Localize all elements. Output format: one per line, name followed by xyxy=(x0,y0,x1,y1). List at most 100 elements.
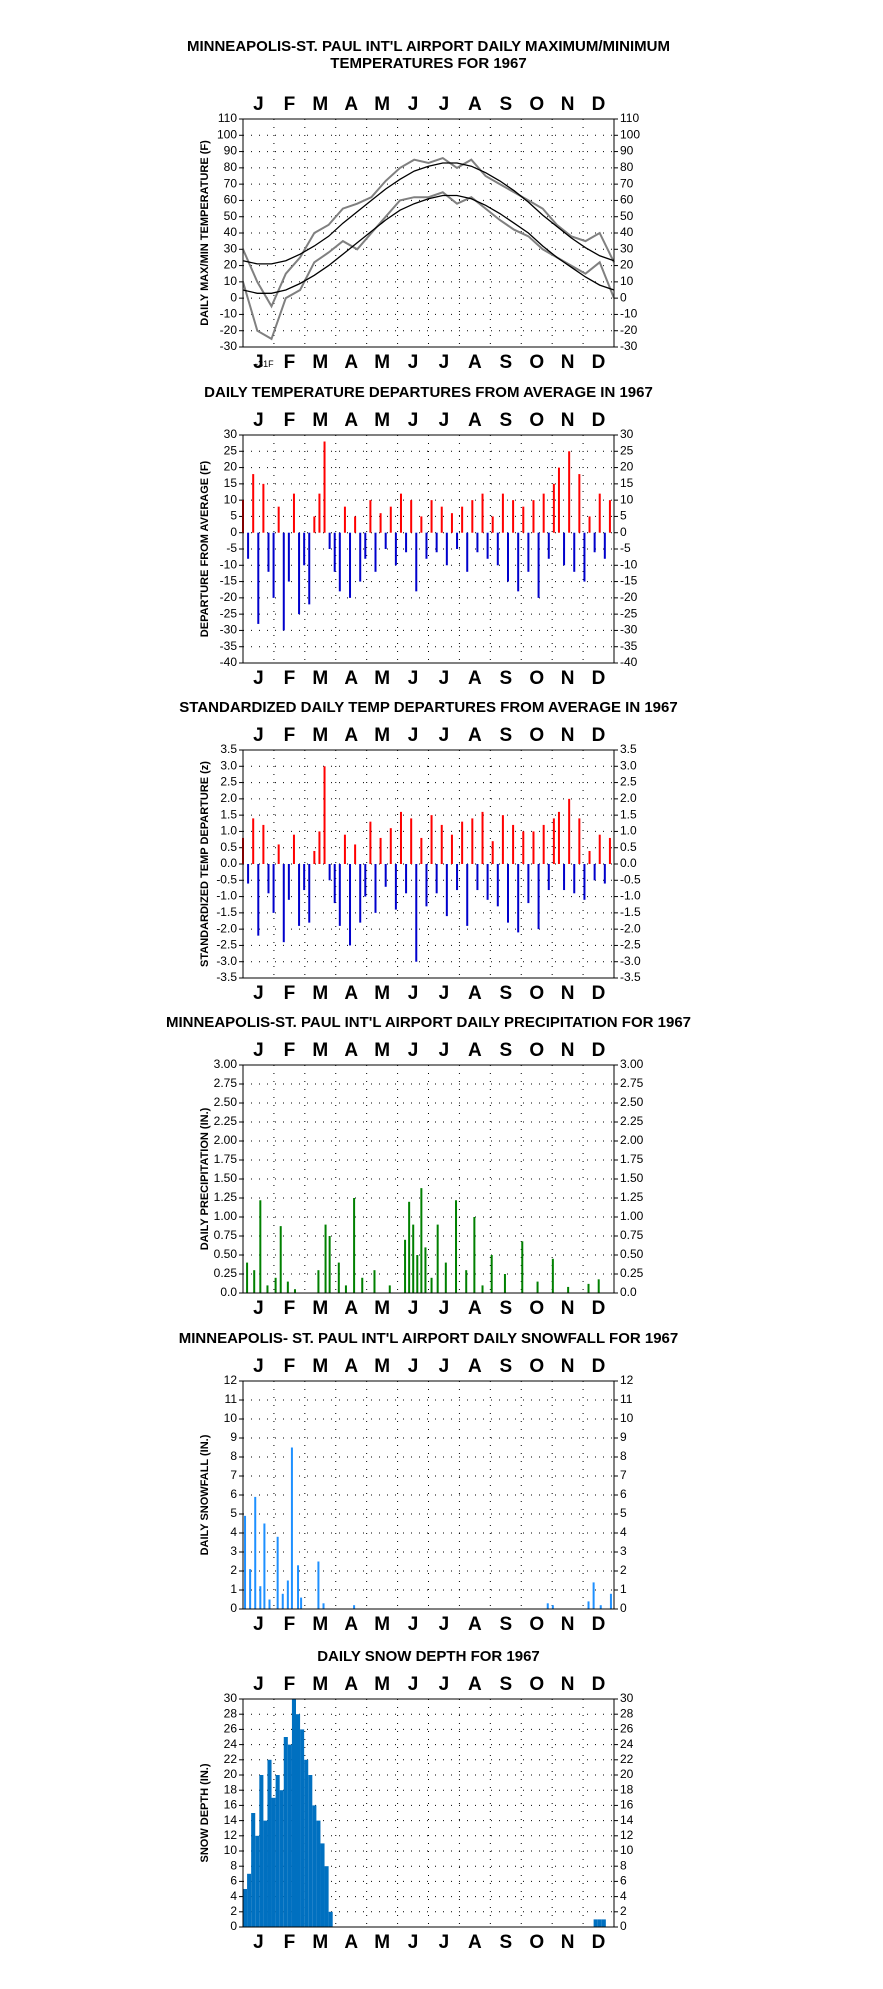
month-label: J xyxy=(253,1356,264,1377)
bar xyxy=(308,532,311,605)
month-label: F xyxy=(284,668,296,689)
bar xyxy=(308,864,311,923)
month-label: A xyxy=(468,668,482,689)
y-tick-label: 5 xyxy=(620,1506,627,1520)
y-tick-label: 20 xyxy=(224,460,238,474)
month-label: F xyxy=(284,410,296,431)
month-label: S xyxy=(499,1040,512,1061)
y-tick-label: 0.50 xyxy=(620,1247,644,1261)
y-tick-label: 1.25 xyxy=(214,1190,238,1204)
month-label: N xyxy=(561,1614,575,1635)
bar xyxy=(286,1281,289,1293)
bar xyxy=(466,532,469,572)
y-tick-label: 3 xyxy=(230,1544,237,1558)
month-label: A xyxy=(468,1932,482,1953)
bar xyxy=(512,500,515,533)
y-tick-label: -1.0 xyxy=(216,889,237,903)
y-tick-label: -2.0 xyxy=(216,921,237,935)
month-label: M xyxy=(312,725,328,746)
temperature-line xyxy=(242,191,615,341)
bar xyxy=(466,864,469,926)
bar xyxy=(436,1224,439,1293)
month-label: A xyxy=(344,1040,358,1061)
bar xyxy=(597,1279,600,1293)
y-tick-label: 110 xyxy=(218,111,237,125)
month-label: O xyxy=(529,352,544,373)
bar xyxy=(353,1605,356,1609)
bar xyxy=(379,513,382,533)
bar xyxy=(361,1277,364,1293)
bar xyxy=(557,811,560,864)
bar xyxy=(456,532,459,549)
bar xyxy=(379,837,382,864)
bar xyxy=(287,1744,292,1927)
bar xyxy=(262,824,265,864)
bar xyxy=(349,864,352,946)
y-tick-label: 3.0 xyxy=(220,758,237,772)
bar xyxy=(410,500,413,533)
y-axis-label: DAILY MAX/MIN TEMPERATURE (F) xyxy=(199,140,211,326)
y-tick-label: 20 xyxy=(224,258,238,272)
bar xyxy=(364,532,367,559)
y-tick-label: 25 xyxy=(224,443,238,457)
bar xyxy=(491,516,494,533)
month-label: J xyxy=(253,1040,264,1061)
bar xyxy=(588,850,591,864)
bar xyxy=(416,1255,419,1293)
month-label: A xyxy=(344,1932,358,1953)
month-label: F xyxy=(284,983,296,1004)
y-tick-label: 4 xyxy=(230,1525,237,1539)
y-tick-label: 10 xyxy=(620,492,634,506)
y-tick-label: 0 xyxy=(620,1601,627,1615)
bar xyxy=(435,532,438,553)
y-tick-label: 30 xyxy=(224,427,238,441)
month-label: O xyxy=(529,1356,544,1377)
y-tick-label: 2 xyxy=(230,1563,237,1577)
bar xyxy=(424,1247,427,1293)
bar xyxy=(274,1277,277,1293)
month-label: M xyxy=(374,94,390,115)
month-label: J xyxy=(408,352,419,373)
y-tick-label: 100 xyxy=(217,127,237,141)
month-label: M xyxy=(374,1040,390,1061)
y-tick-label: 10 xyxy=(224,274,238,288)
bar xyxy=(324,1866,329,1927)
month-label: M xyxy=(312,668,328,689)
month-label: O xyxy=(529,1298,544,1319)
month-label: M xyxy=(312,1298,328,1319)
month-label: J xyxy=(439,1356,450,1377)
y-tick-label: -10 xyxy=(220,557,238,571)
month-label: A xyxy=(468,1674,482,1695)
y-tick-label: 110 xyxy=(620,111,639,125)
y-tick-label: -5 xyxy=(226,541,237,555)
y-axis-label: DEPARTURE FROM AVERAGE (F) xyxy=(199,460,211,637)
month-label: M xyxy=(374,668,390,689)
bar xyxy=(598,834,601,864)
y-tick-label: 8 xyxy=(620,1449,627,1463)
y-tick-label: 16 xyxy=(620,1798,634,1812)
bar xyxy=(324,1224,327,1293)
bar xyxy=(343,834,346,864)
month-label: A xyxy=(468,725,482,746)
bar xyxy=(267,532,270,572)
bar xyxy=(496,864,499,907)
y-tick-label: 20 xyxy=(620,1767,634,1781)
bar xyxy=(373,1270,376,1293)
month-label: J xyxy=(439,1674,450,1695)
bar xyxy=(313,850,316,864)
chart-title: TEMPERATURES FOR 1967 xyxy=(330,55,526,72)
month-label: A xyxy=(344,983,358,1004)
bar xyxy=(486,864,489,900)
y-tick-label: 22 xyxy=(224,1752,238,1766)
y-tick-label: -25 xyxy=(620,606,638,620)
y-tick-label: 1.50 xyxy=(214,1171,238,1185)
bar xyxy=(255,1835,260,1927)
y-axis-label: DAILY SNOWFALL (IN.) xyxy=(199,1434,211,1555)
month-label: M xyxy=(374,1674,390,1695)
y-tick-label: 28 xyxy=(224,1706,238,1720)
y-tick-label: -2.0 xyxy=(620,921,641,935)
y-tick-label: 10 xyxy=(620,274,634,288)
bar xyxy=(532,831,535,864)
chart-panel: MINNEAPOLIS-ST. PAUL INT'L AIRPORT DAILY… xyxy=(166,1014,691,1319)
month-label: M xyxy=(312,410,328,431)
